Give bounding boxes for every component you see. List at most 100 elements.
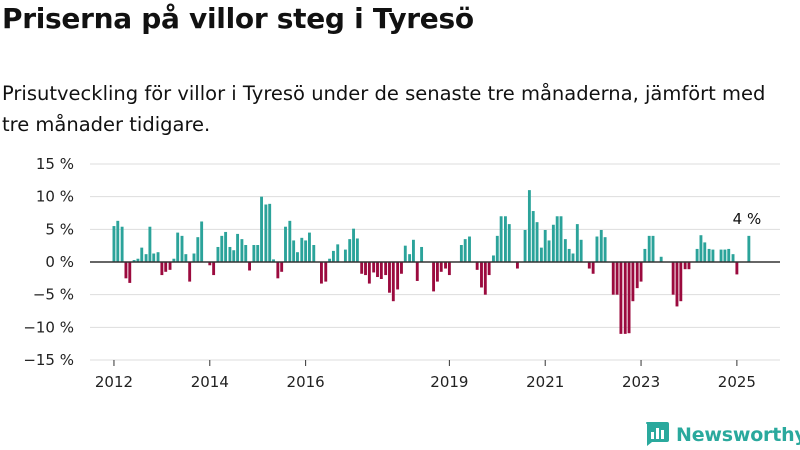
bar (160, 262, 164, 276)
bar (499, 216, 503, 262)
x-tick-label: 2016 (287, 373, 325, 391)
bar (128, 262, 132, 283)
brand-name: Newsworthy (676, 424, 800, 446)
bar (324, 262, 328, 282)
bar (168, 262, 172, 270)
bar (292, 240, 296, 262)
bar (567, 248, 571, 262)
bar (432, 262, 436, 292)
bar (591, 262, 595, 274)
bar (420, 246, 424, 262)
newsworthy-logo[interactable]: Newsworthy (644, 420, 800, 450)
bar (367, 262, 371, 284)
bar (527, 190, 531, 262)
bar (124, 262, 128, 279)
bar (284, 226, 287, 262)
bar (659, 256, 663, 262)
bar (120, 226, 124, 262)
bar (563, 239, 567, 262)
bar (547, 240, 551, 262)
bar (579, 239, 583, 262)
bar (603, 237, 607, 262)
bar (228, 246, 232, 262)
bar (152, 253, 156, 262)
x-tick-label: 2025 (718, 373, 756, 391)
bar (463, 239, 467, 262)
y-tick-label: 10 % (36, 188, 74, 206)
bar (643, 248, 647, 262)
bar (615, 262, 619, 295)
bar (687, 262, 691, 270)
page-subtitle: Prisutveckling för villor i Tyresö under… (2, 82, 766, 136)
bar (623, 262, 627, 334)
bar (331, 250, 335, 262)
bar (112, 226, 116, 262)
bar (683, 262, 687, 270)
bar (164, 262, 168, 272)
bar (264, 204, 268, 262)
y-tick-label: 15 % (36, 155, 74, 173)
x-tick-label: 2012 (95, 373, 133, 391)
bar (300, 237, 304, 262)
bar (631, 262, 635, 302)
bar (535, 222, 539, 262)
bar (184, 254, 188, 262)
bar (679, 262, 683, 302)
bar (276, 262, 280, 279)
bar (412, 239, 415, 262)
bar (208, 262, 212, 266)
x-tick-label: 2023 (622, 373, 660, 391)
bar (459, 245, 463, 262)
bar (439, 262, 443, 272)
bar (731, 254, 735, 262)
bar (587, 262, 591, 269)
bar (180, 235, 184, 262)
bar (256, 245, 260, 262)
bar (248, 262, 251, 271)
bar (555, 216, 559, 262)
bar (599, 229, 603, 262)
bar (447, 262, 451, 276)
bar (396, 262, 400, 290)
bar (523, 229, 527, 262)
bar (647, 235, 651, 262)
bar (304, 240, 308, 262)
bar (403, 245, 407, 262)
bar (575, 224, 579, 262)
bar (415, 262, 419, 281)
bar (675, 262, 679, 307)
bar (136, 258, 140, 262)
bar (747, 235, 751, 262)
bar (515, 262, 519, 269)
bar (212, 262, 216, 276)
bar (144, 254, 148, 262)
bar (379, 262, 383, 279)
bar (480, 262, 483, 288)
bar (531, 211, 535, 262)
bar (504, 216, 507, 262)
bar (695, 248, 699, 262)
bar (140, 247, 144, 262)
bar (627, 262, 631, 334)
y-tick-label: −10 % (23, 318, 74, 336)
bar (384, 262, 388, 276)
bar (260, 196, 263, 262)
x-tick-label: 2019 (430, 373, 468, 391)
bar (723, 249, 727, 262)
bar (188, 262, 192, 282)
bar (483, 262, 487, 295)
bar (699, 235, 703, 262)
bar (707, 248, 711, 262)
bar (495, 235, 499, 262)
latest-value-label: 4 % (733, 210, 762, 228)
bar (360, 262, 364, 274)
bar (727, 248, 731, 262)
bar (355, 238, 359, 262)
bar (172, 258, 176, 262)
bar (196, 237, 200, 262)
bar (539, 247, 543, 262)
bar (543, 229, 547, 262)
bar (559, 216, 563, 262)
bar (236, 233, 240, 262)
bar (475, 262, 479, 270)
